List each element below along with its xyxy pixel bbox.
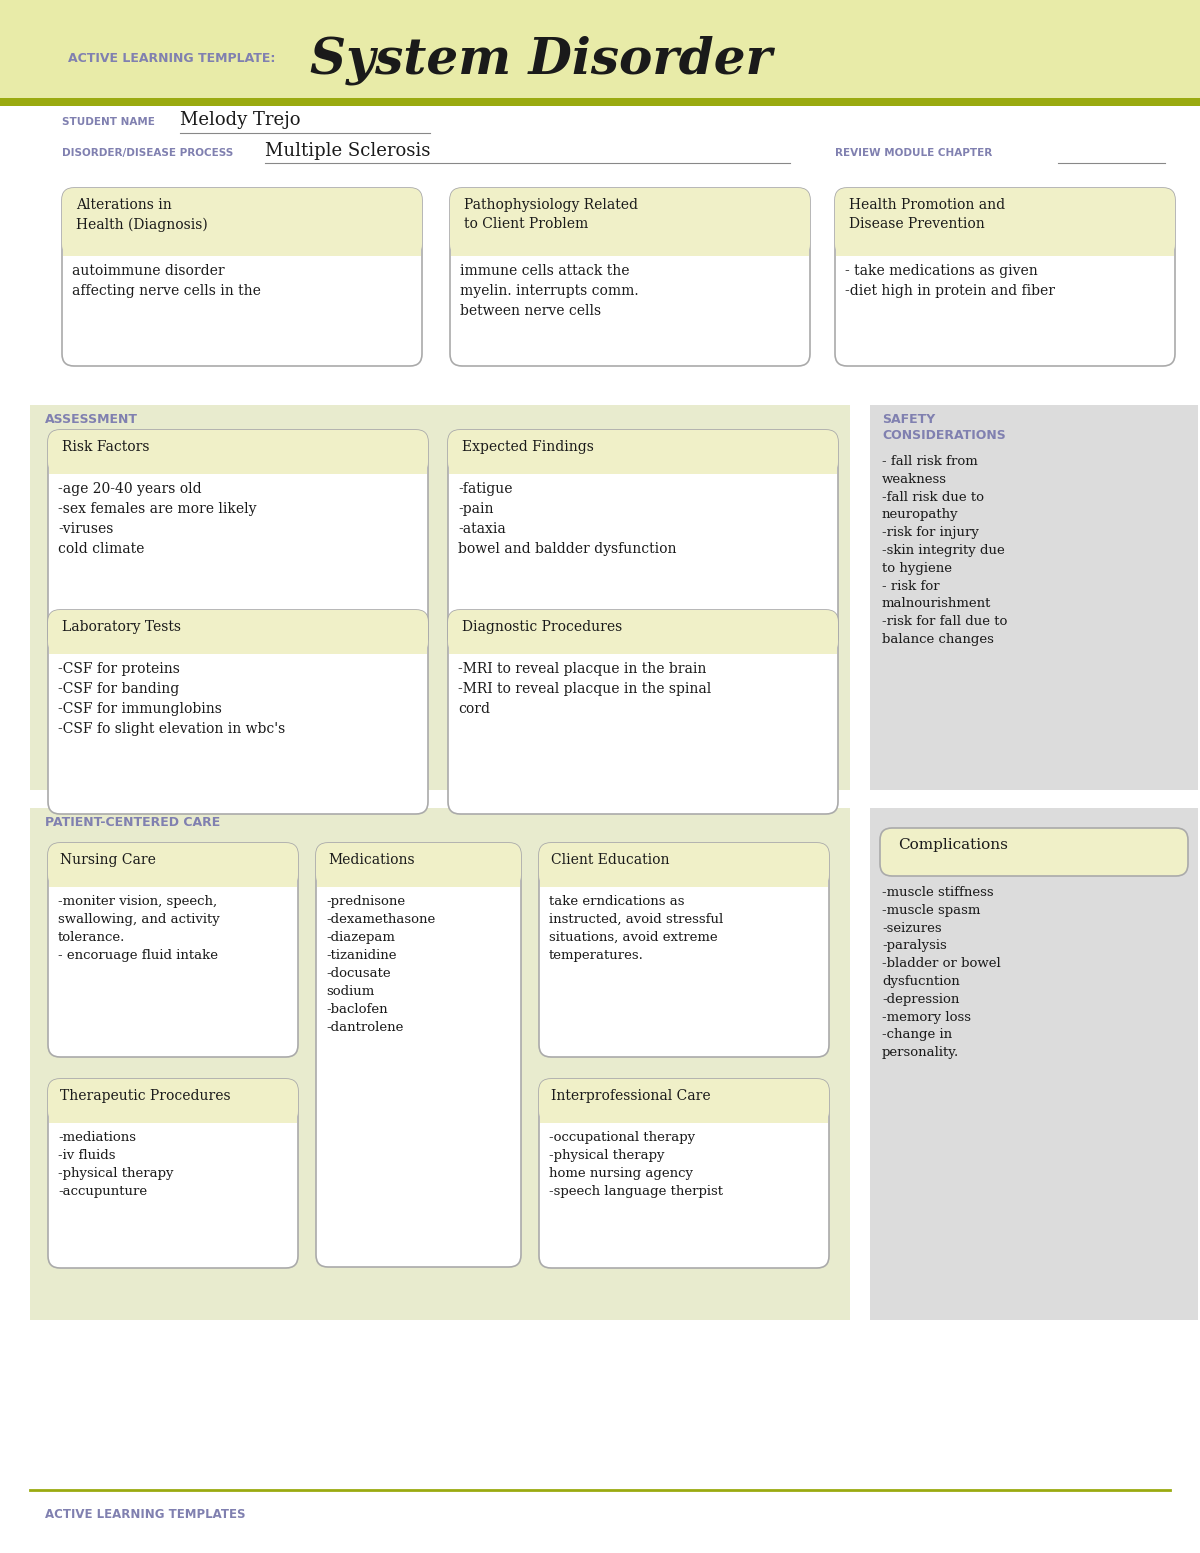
- Text: Melody Trejo: Melody Trejo: [180, 110, 300, 129]
- FancyBboxPatch shape: [880, 828, 1188, 876]
- Text: - fall risk from
weakness
-fall risk due to
neuropathy
-risk for injury
-skin in: - fall risk from weakness -fall risk due…: [882, 455, 1007, 646]
- FancyBboxPatch shape: [539, 843, 829, 1058]
- FancyBboxPatch shape: [448, 430, 838, 649]
- Text: Health Promotion and
Disease Prevention: Health Promotion and Disease Prevention: [850, 197, 1006, 231]
- FancyBboxPatch shape: [48, 610, 428, 814]
- FancyBboxPatch shape: [316, 843, 521, 1267]
- Text: Alterations in
Health (Diagnosis): Alterations in Health (Diagnosis): [76, 197, 208, 231]
- Text: -MRI to reveal placque in the brain
-MRI to reveal placque in the spinal
cord: -MRI to reveal placque in the brain -MRI…: [458, 662, 712, 716]
- Bar: [449, 452, 838, 474]
- Text: ASSESSMENT: ASSESSMENT: [46, 413, 138, 426]
- Text: STUDENT NAME: STUDENT NAME: [62, 116, 155, 127]
- Text: take erndications as
instructed, avoid stressful
situations, avoid extreme
tempe: take erndications as instructed, avoid s…: [550, 895, 724, 961]
- FancyBboxPatch shape: [48, 430, 428, 649]
- FancyBboxPatch shape: [48, 610, 428, 654]
- FancyBboxPatch shape: [450, 188, 810, 367]
- FancyBboxPatch shape: [450, 188, 810, 256]
- Text: Client Education: Client Education: [551, 853, 670, 867]
- Text: Pathophysiology Related
to Client Problem: Pathophysiology Related to Client Proble…: [464, 197, 638, 231]
- FancyBboxPatch shape: [448, 610, 838, 814]
- FancyBboxPatch shape: [48, 1079, 298, 1123]
- FancyBboxPatch shape: [539, 843, 829, 887]
- Text: PATIENT-CENTERED CARE: PATIENT-CENTERED CARE: [46, 815, 221, 829]
- Text: Therapeutic Procedures: Therapeutic Procedures: [60, 1089, 230, 1103]
- Text: ACTIVE LEARNING TEMPLATE:: ACTIVE LEARNING TEMPLATE:: [68, 51, 275, 65]
- FancyBboxPatch shape: [62, 188, 422, 367]
- Text: -occupational therapy
-physical therapy
home nursing agency
-speech language the: -occupational therapy -physical therapy …: [550, 1131, 722, 1197]
- Bar: [49, 632, 427, 654]
- Text: Complications: Complications: [898, 839, 1008, 853]
- FancyBboxPatch shape: [48, 843, 298, 1058]
- Text: Expected Findings: Expected Findings: [462, 439, 594, 453]
- FancyBboxPatch shape: [62, 188, 422, 256]
- Text: System Disorder: System Disorder: [310, 36, 772, 85]
- Bar: [0, 0, 1200, 99]
- Bar: [870, 405, 1198, 790]
- Text: -mediations
-iv fluids
-physical therapy
-accupunture: -mediations -iv fluids -physical therapy…: [58, 1131, 174, 1197]
- Text: -fatigue
-pain
-ataxia
bowel and baldder dysfunction: -fatigue -pain -ataxia bowel and baldder…: [458, 481, 677, 556]
- Text: ACTIVE LEARNING TEMPLATES: ACTIVE LEARNING TEMPLATES: [46, 1508, 246, 1520]
- FancyBboxPatch shape: [835, 188, 1175, 367]
- Text: Interprofessional Care: Interprofessional Care: [551, 1089, 710, 1103]
- Text: SAFETY
CONSIDERATIONS: SAFETY CONSIDERATIONS: [882, 413, 1006, 443]
- FancyBboxPatch shape: [48, 1079, 298, 1267]
- FancyBboxPatch shape: [48, 430, 428, 474]
- Bar: [449, 632, 838, 654]
- FancyBboxPatch shape: [48, 843, 298, 887]
- Bar: [30, 808, 850, 1320]
- Text: -moniter vision, speech,
swallowing, and activity
tolerance.
- encoruage fluid i: -moniter vision, speech, swallowing, and…: [58, 895, 220, 961]
- Bar: [540, 1101, 828, 1123]
- Text: Diagnostic Procedures: Diagnostic Procedures: [462, 620, 623, 634]
- Text: Risk Factors: Risk Factors: [62, 439, 150, 453]
- Text: Nursing Care: Nursing Care: [60, 853, 156, 867]
- FancyBboxPatch shape: [448, 430, 838, 474]
- Text: immune cells attack the
myelin. interrupts comm.
between nerve cells: immune cells attack the myelin. interrup…: [460, 264, 638, 318]
- Bar: [49, 865, 298, 887]
- FancyBboxPatch shape: [539, 1079, 829, 1123]
- Bar: [836, 222, 1174, 256]
- FancyBboxPatch shape: [539, 1079, 829, 1267]
- Text: Medications: Medications: [328, 853, 415, 867]
- Text: -age 20-40 years old
-sex females are more likely
-viruses
cold climate: -age 20-40 years old -sex females are mo…: [58, 481, 257, 556]
- Bar: [64, 222, 421, 256]
- Text: -CSF for proteins
-CSF for banding
-CSF for immunglobins
-CSF fo slight elevatio: -CSF for proteins -CSF for banding -CSF …: [58, 662, 286, 736]
- FancyBboxPatch shape: [448, 610, 838, 654]
- Text: - take medications as given
-diet high in protein and fiber: - take medications as given -diet high i…: [845, 264, 1055, 298]
- Bar: [0, 98, 1200, 106]
- FancyBboxPatch shape: [316, 843, 521, 887]
- Bar: [49, 452, 427, 474]
- Bar: [540, 865, 828, 887]
- Bar: [49, 1101, 298, 1123]
- FancyBboxPatch shape: [835, 188, 1175, 256]
- Bar: [317, 865, 520, 887]
- Bar: [30, 405, 850, 790]
- Text: REVIEW MODULE CHAPTER: REVIEW MODULE CHAPTER: [835, 148, 992, 158]
- Text: autoimmune disorder
affecting nerve cells in the: autoimmune disorder affecting nerve cell…: [72, 264, 260, 298]
- Text: Multiple Sclerosis: Multiple Sclerosis: [265, 141, 431, 160]
- Bar: [451, 222, 809, 256]
- Bar: [870, 808, 1198, 1320]
- Text: -prednisone
-dexamethasone
-diazepam
-tizanidine
-docusate
sodium
-baclofen
-dan: -prednisone -dexamethasone -diazepam -ti…: [326, 895, 436, 1034]
- Text: -muscle stiffness
-muscle spasm
-seizures
-paralysis
-bladder or bowel
dysfucnti: -muscle stiffness -muscle spasm -seizure…: [882, 887, 1001, 1059]
- Text: DISORDER/DISEASE PROCESS: DISORDER/DISEASE PROCESS: [62, 148, 233, 158]
- Text: Laboratory Tests: Laboratory Tests: [62, 620, 181, 634]
